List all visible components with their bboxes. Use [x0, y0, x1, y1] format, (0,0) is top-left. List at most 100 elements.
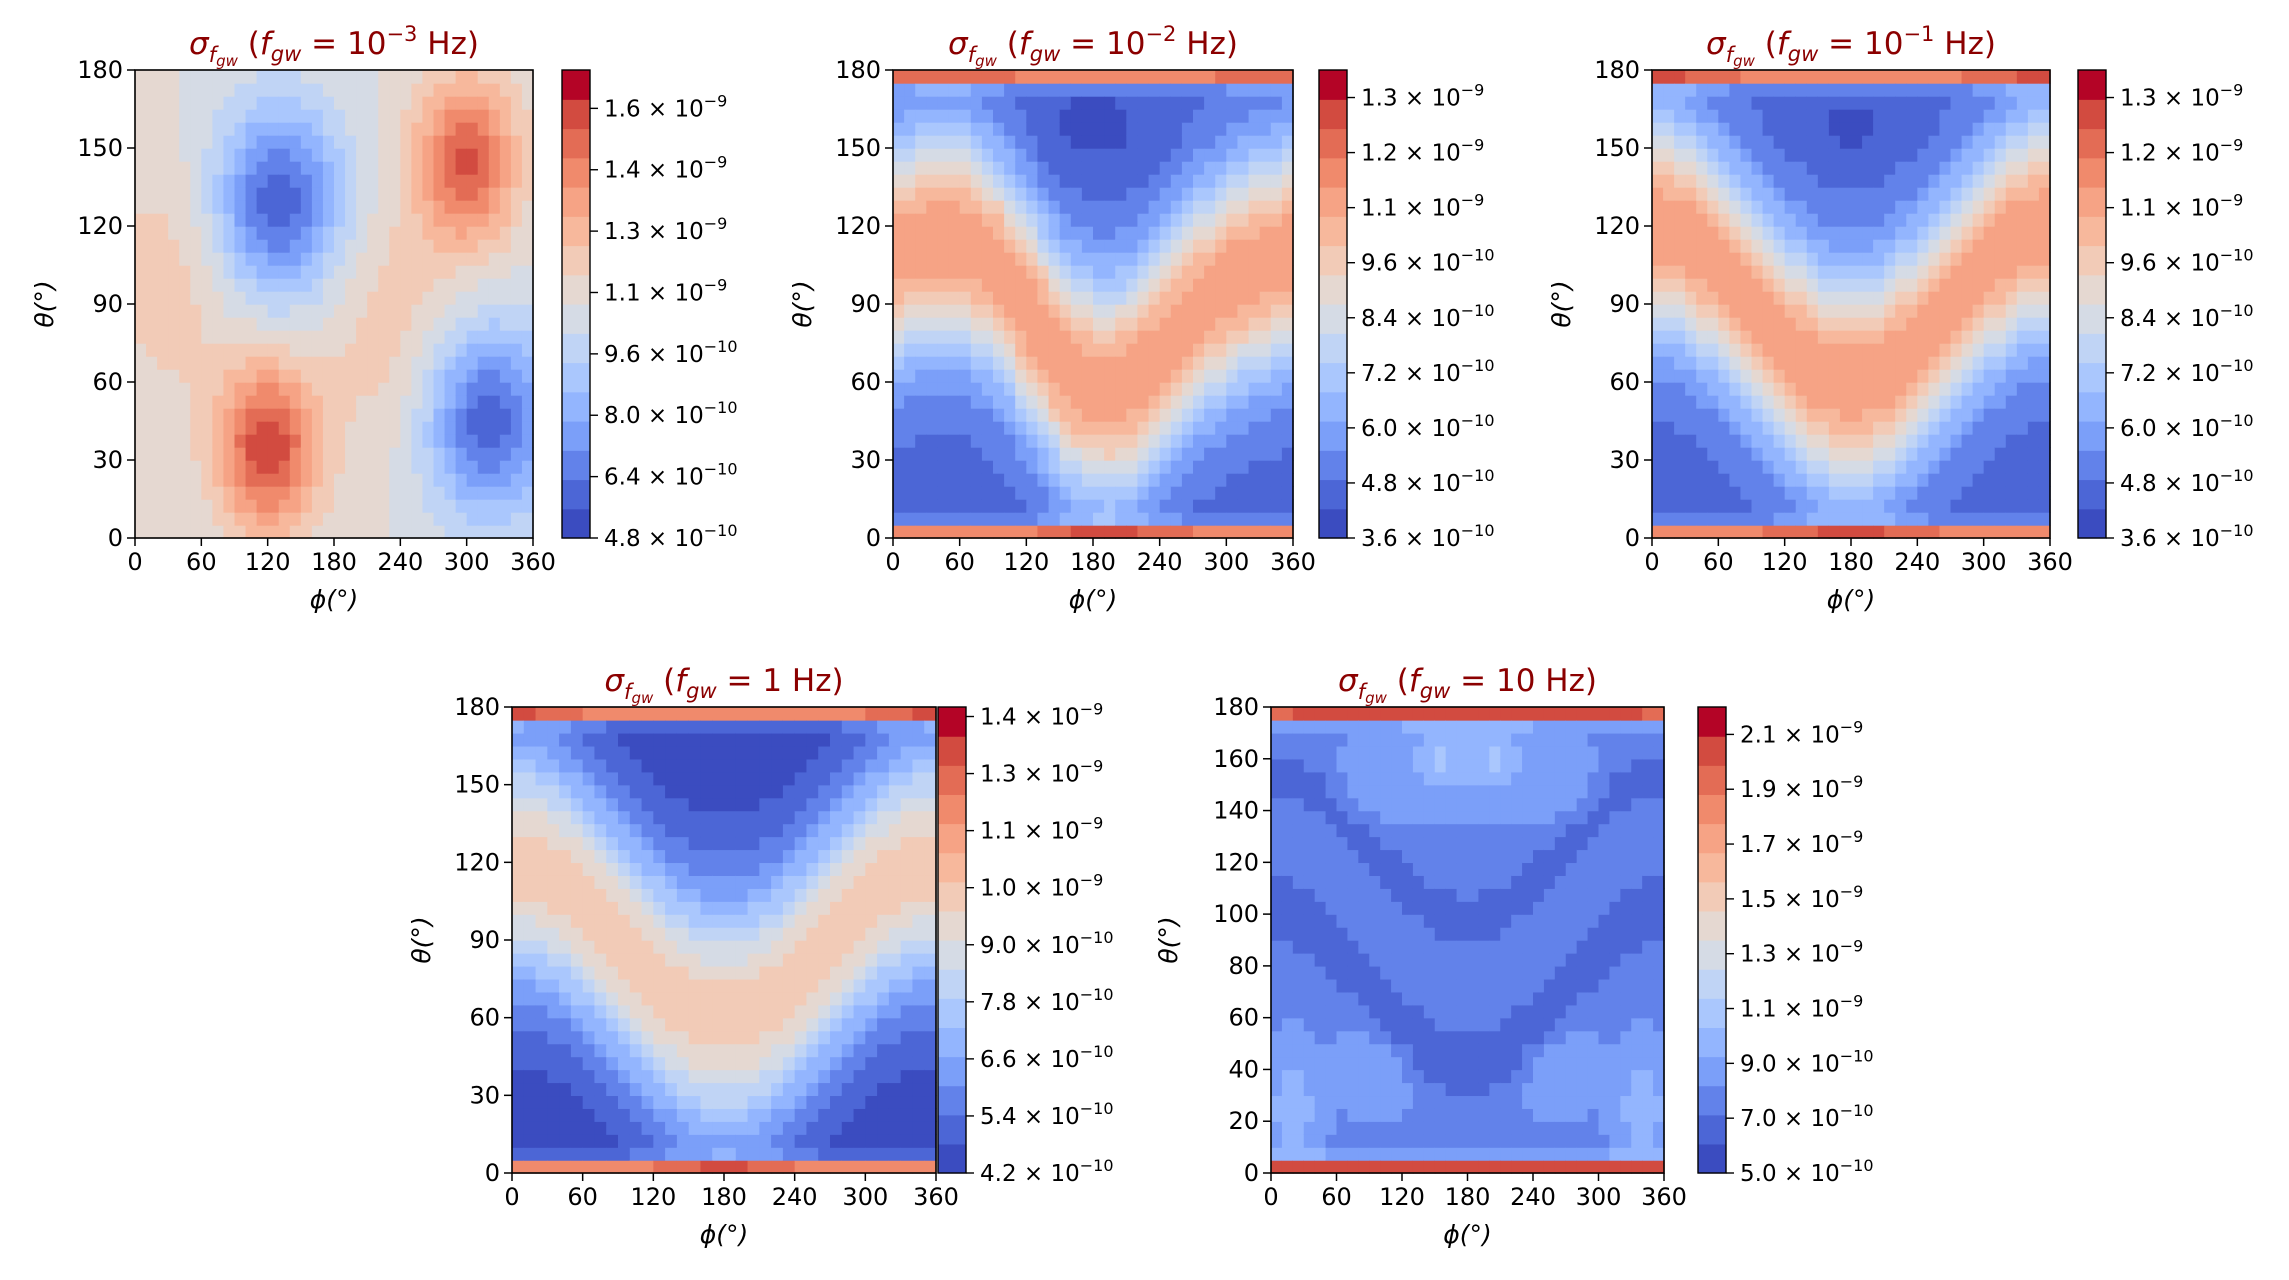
y-tick-label: 90 — [850, 290, 881, 318]
contour-cell — [1663, 421, 1675, 435]
contour-cell — [700, 1069, 713, 1084]
colorbar-segment — [1319, 333, 1347, 364]
contour-cell — [1729, 213, 1742, 227]
contour-cell — [1895, 525, 1907, 539]
contour-cell — [1126, 408, 1139, 422]
contour-cell — [1270, 187, 1283, 201]
contour-cell — [168, 408, 180, 422]
contour-cell — [1026, 83, 1039, 97]
contour-cell — [1226, 135, 1239, 149]
contour-cell — [1994, 460, 2007, 474]
contour-cell — [1159, 96, 1172, 110]
contour-cell — [712, 758, 725, 773]
contour-cell — [1081, 174, 1094, 188]
contour-cell — [1939, 343, 1952, 357]
contour-cell — [993, 265, 1005, 279]
contour-cell — [794, 1082, 808, 1097]
contour-cell — [1862, 447, 1874, 461]
contour-cell — [1026, 525, 1039, 539]
contour-cell — [1004, 109, 1016, 123]
contour-cell — [389, 161, 402, 175]
contour-cell — [1259, 200, 1272, 214]
contour-cell — [547, 927, 560, 941]
contour-cell — [201, 70, 214, 84]
contour-cell — [512, 732, 525, 747]
contour-cell — [1839, 200, 1852, 214]
contour-cell — [1707, 317, 1720, 331]
contour-cell — [981, 83, 994, 97]
contour-cell — [570, 797, 584, 812]
contour-cell — [510, 525, 523, 539]
contour-cell — [1674, 343, 1686, 357]
contour-cell — [1784, 343, 1797, 357]
contour-cell — [334, 109, 346, 123]
contour-cell — [212, 226, 225, 240]
contour-cell — [1081, 382, 1094, 396]
contour-cell — [688, 927, 702, 941]
contour-cell — [1093, 70, 1105, 84]
contour-cell — [1729, 252, 1742, 266]
contour-cell — [1237, 291, 1250, 305]
contour-cell — [455, 460, 468, 474]
contour-cell — [1873, 382, 1885, 396]
contour-cell — [1093, 447, 1105, 461]
colorbar-segment — [562, 70, 590, 100]
contour-cell — [1281, 304, 1294, 318]
contour-cell — [653, 1017, 666, 1032]
contour-cell — [937, 421, 950, 435]
contour-cell — [179, 525, 191, 539]
contour-cell — [1248, 499, 1261, 513]
contour-cell — [1972, 252, 1985, 266]
contour-cell — [759, 875, 772, 889]
contour-cell — [1939, 135, 1952, 149]
contour-cell — [223, 109, 236, 123]
contour-cell — [1839, 213, 1852, 227]
contour-cell — [547, 797, 560, 812]
contour-cell — [1718, 473, 1731, 487]
contour-cell — [455, 291, 468, 305]
contour-cell — [311, 473, 324, 487]
contour-cell — [1773, 239, 1786, 253]
contour-cell — [510, 434, 523, 448]
contour-cell — [1281, 343, 1294, 357]
contour-cell — [1048, 395, 1061, 409]
contour-cell — [1762, 421, 1775, 435]
contour-cell — [1773, 434, 1786, 448]
contour-cell — [190, 447, 203, 461]
contour-cell — [676, 991, 690, 1006]
x-tick-label: 240 — [1894, 548, 1940, 576]
contour-cell — [1159, 343, 1172, 357]
contour-cell — [512, 1108, 525, 1122]
contour-cell — [1806, 278, 1819, 292]
contour-cell — [993, 200, 1005, 214]
contour-cell — [1248, 447, 1261, 461]
contour-cell — [477, 304, 490, 318]
contour-cell — [488, 343, 501, 357]
contour-cell — [466, 486, 479, 500]
contour-cell — [1204, 395, 1216, 409]
contour-cell — [400, 434, 413, 448]
contour-cell — [1961, 499, 1974, 513]
contour-cell — [1961, 421, 1974, 435]
contour-cell — [1270, 83, 1283, 97]
contour-cell — [1015, 96, 1028, 110]
contour-cell — [190, 239, 203, 253]
contour-cell — [168, 187, 180, 201]
contour-cell — [1817, 135, 1830, 149]
contour-cell — [1115, 122, 1128, 136]
contour-cell — [289, 434, 302, 448]
contour-cell — [1784, 473, 1797, 487]
contour-cell — [1873, 330, 1885, 344]
contour-cell — [168, 525, 180, 539]
contour-cell — [1851, 278, 1863, 292]
contour-cell — [190, 265, 203, 279]
contour-cell — [1773, 278, 1786, 292]
contour-cell — [1729, 382, 1742, 396]
contour-cell — [1784, 382, 1797, 396]
contour-cell — [1718, 460, 1731, 474]
contour-cell — [1048, 174, 1061, 188]
contour-cell — [1773, 356, 1786, 370]
contour-cell — [477, 486, 490, 500]
contour-cell — [1972, 278, 1985, 292]
contour-cell — [641, 978, 655, 993]
